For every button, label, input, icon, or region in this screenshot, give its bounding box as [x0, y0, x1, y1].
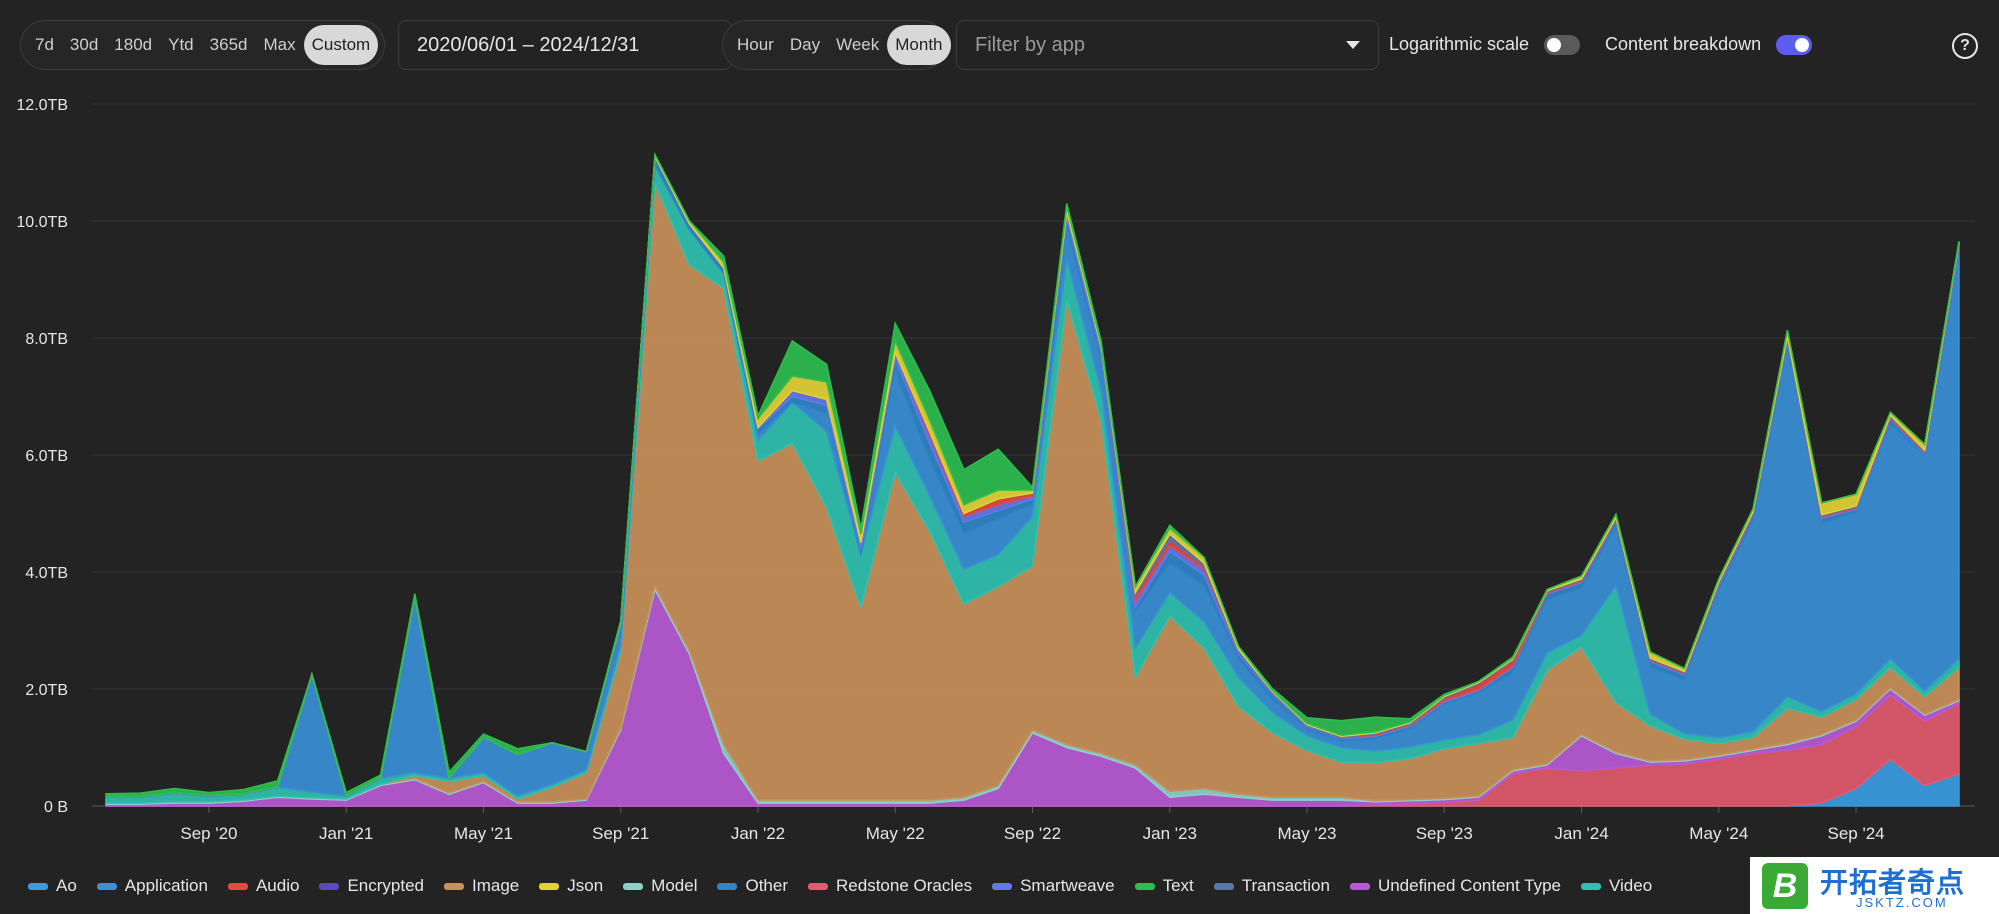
x-tick-label: Jan '23 [1143, 824, 1197, 843]
x-tick-label: May '22 [866, 824, 925, 843]
legend-swatch [28, 882, 48, 890]
legend-label: Other [745, 876, 789, 895]
legend-item-model[interactable]: Model [623, 876, 697, 896]
y-tick-label: 4.0TB [25, 565, 68, 582]
legend-label: Image [472, 876, 520, 895]
legend-label: Smartweave [1020, 876, 1115, 895]
legend-item-ao[interactable]: Ao [28, 876, 77, 896]
range-7d[interactable]: 7d [35, 35, 54, 54]
watermark-subtitle: JSKTZ.COM [1856, 895, 1948, 910]
range-ytd[interactable]: Ytd [168, 35, 194, 54]
toggle-knob [1795, 38, 1809, 52]
interval-selector: Hour Day Week Month [722, 20, 951, 70]
legend-label: Model [651, 876, 698, 895]
interval-day[interactable]: Day [789, 35, 821, 54]
stacked-area-chart: 0 B 2.0TB 4.0TB 6.0TB 8.0TB 10.0TB 12.0TB Sep '… [16, 97, 1975, 843]
x-tick-label: May '24 [1689, 824, 1748, 843]
toolbar: 7d 30d 180d Ytd 365d Max Custom 2020/06/01 – 2… [20, 20, 1980, 72]
legend-item-video[interactable]: Video [1581, 876, 1652, 896]
content-breakdown-toggle[interactable] [1776, 35, 1812, 55]
range-365d[interactable]: 365d [209, 35, 248, 54]
legend-swatch [717, 882, 738, 890]
legend-item-audio[interactable]: Audio [227, 876, 300, 896]
watermark-logo: B [1762, 863, 1808, 909]
chart-legend: Ao Application Audio Encrypted Image Json Mode… [28, 876, 1672, 896]
y-tick-label: 0 B [44, 799, 68, 816]
y-tick-label: 6.0TB [25, 448, 68, 465]
y-tick-label: 2.0TB [25, 682, 68, 699]
legend-item-redstone-oracles[interactable]: Redstone Oracles [808, 876, 972, 896]
interval-hour[interactable]: Hour [737, 35, 774, 54]
legend-label: Encrypted [347, 876, 424, 895]
range-30d[interactable]: 30d [69, 35, 99, 54]
legend-swatch [96, 882, 117, 890]
x-tick-label: May '23 [1278, 824, 1337, 843]
legend-item-image[interactable]: Image [444, 876, 519, 896]
x-tick-label: Jan '21 [319, 824, 373, 843]
x-tick-label: Sep '23 [1416, 824, 1473, 843]
legend-swatch [444, 882, 464, 890]
chevron-down-icon[interactable] [1346, 41, 1360, 49]
y-tick-label: 8.0TB [25, 331, 68, 348]
x-tick-label: Sep '22 [1004, 824, 1061, 843]
x-tick-label: Jan '24 [1554, 824, 1608, 843]
area-text [105, 152, 1960, 798]
legend-label: Text [1162, 876, 1194, 895]
legend-swatch [808, 882, 829, 890]
legend-item-smartweave[interactable]: Smartweave [992, 876, 1115, 896]
legend-swatch [1213, 882, 1234, 890]
legend-swatch [1134, 882, 1155, 890]
x-tick-label: Sep '21 [592, 824, 649, 843]
legend-swatch [992, 882, 1013, 890]
watermark: B 开拓者奇点 JSKTZ.COM [1750, 857, 1999, 914]
legend-swatch [227, 882, 248, 890]
legend-item-other[interactable]: Other [717, 876, 788, 896]
legend-label: Video [1609, 876, 1653, 895]
legend-label: Ao [56, 876, 77, 895]
interval-month[interactable]: Month [887, 25, 951, 65]
legend-label: Audio [255, 876, 300, 895]
content-breakdown-label: Content breakdown [1605, 34, 1762, 54]
range-180d[interactable]: 180d [114, 35, 153, 54]
range-custom[interactable]: Custom [303, 25, 379, 65]
app-filter-select[interactable]: Filter by app [956, 20, 1379, 70]
legend-label: Json [567, 876, 604, 895]
watermark-title: 开拓者奇点 [1820, 867, 1966, 898]
legend-label: Undefined Content Type [1377, 876, 1561, 895]
legend-label: Redstone Oracles [836, 876, 973, 895]
x-tick-label: May '21 [454, 824, 513, 843]
legend-label: Application [124, 876, 208, 895]
legend-item-json[interactable]: Json [539, 876, 603, 896]
legend-item-text[interactable]: Text [1134, 876, 1194, 896]
range-max[interactable]: Max [263, 35, 296, 54]
toggle-knob [1547, 38, 1561, 52]
legend-swatch [623, 882, 644, 890]
legend-item-application[interactable]: Application [96, 876, 208, 896]
app-filter-placeholder: Filter by app [975, 34, 1086, 56]
legend-item-encrypted[interactable]: Encrypted [319, 876, 424, 896]
legend-swatch [1581, 882, 1601, 890]
legend-swatch [319, 882, 340, 890]
legend-swatch [539, 882, 560, 890]
legend-item-undefined-content-type[interactable]: Undefined Content Type [1349, 876, 1561, 896]
log-scale-toggle[interactable] [1544, 35, 1580, 55]
x-tick-label: Sep '24 [1827, 824, 1884, 843]
area-layers [105, 152, 1960, 807]
y-tick-label: 12.0TB [16, 97, 68, 114]
interval-week[interactable]: Week [836, 35, 880, 54]
x-tick-label: Sep '20 [180, 824, 237, 843]
legend-label: Transaction [1241, 876, 1330, 895]
help-icon[interactable]: ? [1952, 33, 1978, 59]
legend-swatch [1349, 882, 1370, 890]
x-tick-label: Jan '22 [731, 824, 785, 843]
range-selector: 7d 30d 180d Ytd 365d Max Custom [20, 20, 385, 70]
legend-item-transaction[interactable]: Transaction [1213, 876, 1330, 896]
y-tick-label: 10.0TB [16, 214, 68, 231]
log-scale-label: Logarithmic scale [1389, 34, 1530, 54]
